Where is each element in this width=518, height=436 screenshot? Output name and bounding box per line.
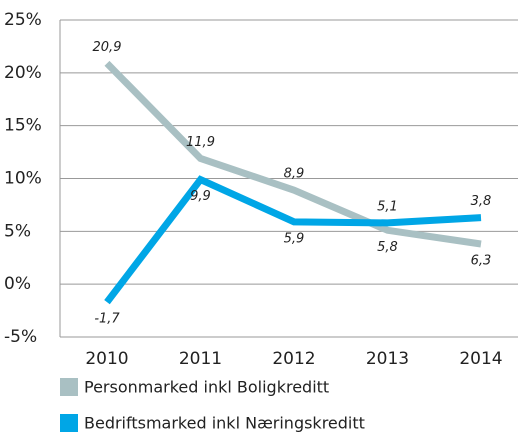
y-tick-label: 15% <box>4 116 42 136</box>
x-tick-label: 2010 <box>85 349 128 369</box>
value-label: 11,9 <box>186 135 215 150</box>
legend-swatch <box>60 414 78 432</box>
value-label: 5,1 <box>377 199 398 214</box>
series-line <box>104 175 482 305</box>
y-tick-label: 10% <box>4 169 42 189</box>
y-tick-label: 25% <box>4 10 42 30</box>
value-label: 5,8 <box>377 240 398 255</box>
x-tick-label: 2014 <box>459 349 502 369</box>
value-label: 3,8 <box>471 194 492 209</box>
y-tick-label: 20% <box>4 63 42 83</box>
x-tick-label: 2013 <box>366 349 409 369</box>
legend-swatch <box>60 378 78 396</box>
value-label: 6,3 <box>471 254 492 269</box>
legend-label: Bedriftsmarked inkl Næringskreditt <box>84 414 365 433</box>
value-label: -1,7 <box>94 312 120 327</box>
value-label: 5,9 <box>284 231 305 246</box>
y-tick-label: 5% <box>4 221 31 241</box>
value-label: 20,9 <box>93 40 122 55</box>
value-label: 9,9 <box>190 189 211 204</box>
series-line <box>104 60 482 248</box>
x-tick-label: 2011 <box>179 349 222 369</box>
y-tick-label: 0% <box>4 274 31 294</box>
legend-label: Personmarked inkl Boligkreditt <box>84 378 329 397</box>
y-tick-label: -5% <box>4 327 37 347</box>
x-tick-label: 2012 <box>272 349 315 369</box>
value-label: 8,9 <box>284 167 305 182</box>
